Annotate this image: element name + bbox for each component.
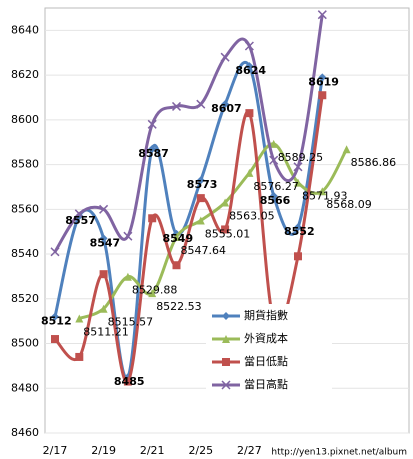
x-tick-label: 2/19: [91, 444, 116, 457]
marker: [123, 377, 132, 386]
x-tick-label: 2/25: [188, 444, 213, 457]
marker: [294, 178, 302, 187]
marker: [318, 73, 327, 82]
marker: [269, 155, 279, 165]
marker: [221, 225, 230, 234]
marker: [318, 187, 327, 196]
data-label: 8589.25: [278, 151, 324, 164]
marker: [147, 119, 157, 129]
marker: [244, 41, 254, 51]
marker: [75, 314, 84, 323]
x-tick-label: 2/17: [43, 444, 68, 457]
data-label: 8576.27: [253, 180, 299, 193]
marker: [221, 380, 231, 390]
y-tick-label: 8640: [11, 23, 39, 36]
marker: [123, 272, 132, 281]
data-label: 8563.05: [229, 209, 275, 222]
marker: [148, 289, 157, 298]
data-label: 8547: [90, 236, 121, 249]
legend-label: 當日低點: [244, 355, 288, 368]
marker: [99, 270, 108, 279]
marker: [245, 168, 254, 177]
legend-label: 期貨指數: [244, 308, 288, 322]
data-label: 8552: [284, 225, 315, 238]
data-label: 8587: [138, 147, 169, 160]
marker: [50, 247, 60, 257]
y-tick-label: 8460: [11, 426, 39, 439]
data-label: 8529.88: [132, 284, 178, 297]
data-label: 8515.57: [108, 316, 154, 329]
marker: [123, 231, 133, 241]
marker: [245, 109, 254, 118]
y-tick-label: 8520: [11, 292, 39, 305]
series: [50, 10, 327, 257]
series: [75, 139, 351, 323]
marker: [294, 223, 302, 232]
legend-label: 當日高點: [244, 377, 288, 391]
data-label: 8522.53: [156, 300, 202, 313]
marker: [51, 335, 59, 344]
marker: [172, 261, 181, 270]
marker: [75, 352, 84, 361]
data-label: 8607: [211, 102, 242, 115]
data-label: 8568.09: [326, 198, 372, 211]
data-label: 8485: [114, 375, 145, 388]
marker: [221, 100, 230, 109]
data-label: 8586.86: [351, 156, 397, 169]
y-tick-label: 8500: [11, 337, 39, 350]
marker: [99, 234, 108, 243]
marker: [99, 304, 108, 313]
data-label: 8573: [187, 178, 218, 191]
marker: [196, 194, 205, 203]
data-label: 8511.21: [83, 325, 129, 338]
data-label: 8547.64: [181, 244, 227, 257]
legend-label: 外資成本: [244, 331, 288, 345]
marker: [222, 358, 230, 366]
marker: [196, 99, 206, 109]
data-label: 8619: [308, 75, 339, 88]
marker: [269, 139, 278, 148]
marker: [342, 145, 351, 154]
marker: [293, 162, 303, 172]
y-tick-label: 8480: [11, 381, 39, 394]
y-tick-label: 8560: [11, 202, 39, 215]
marker: [196, 176, 205, 185]
marker: [269, 191, 278, 200]
marker: [318, 91, 327, 100]
y-tick-label: 8580: [11, 158, 39, 171]
marker: [222, 312, 230, 320]
marker: [51, 312, 59, 321]
marker: [99, 204, 109, 214]
data-label: 8512: [41, 315, 72, 328]
data-label: 8571.93: [302, 190, 348, 203]
y-tick-label: 8600: [11, 113, 39, 126]
marker: [148, 214, 157, 223]
watermark: http://yen13.pixnet.net/album: [271, 448, 407, 458]
marker: [294, 252, 302, 261]
marker: [245, 62, 254, 71]
data-label: 8566: [260, 194, 291, 207]
y-tick-label: 8540: [11, 247, 39, 260]
data-label: 8555.01: [205, 227, 251, 240]
marker: [74, 209, 84, 219]
marker: [172, 232, 181, 241]
marker: [171, 101, 182, 111]
x-tick-label: 2/21: [140, 444, 165, 457]
marker: [220, 52, 230, 62]
marker: [222, 335, 230, 343]
marker: [196, 216, 205, 225]
legend-box: [206, 304, 332, 396]
marker: [148, 144, 157, 153]
data-label: 8624: [235, 64, 266, 77]
marker: [317, 10, 327, 20]
y-tick-label: 8620: [11, 68, 39, 81]
data-label: 8557: [65, 214, 96, 227]
marker: [221, 198, 230, 207]
data-label: 8549: [163, 232, 194, 245]
x-tick-label: 2/27: [237, 444, 262, 457]
